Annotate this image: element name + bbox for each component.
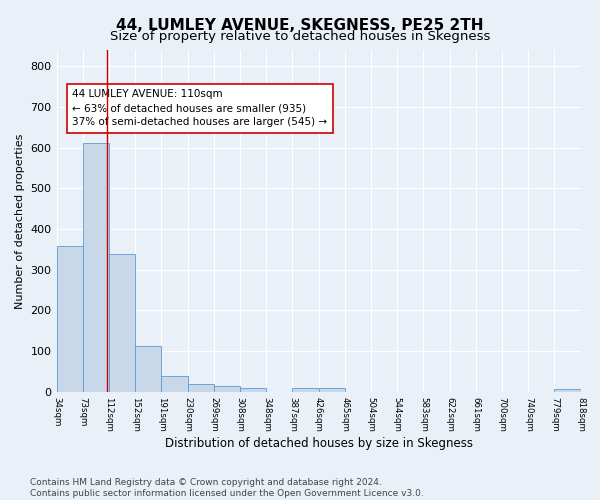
Bar (319, 388, 344, 392)
Bar (56, 246, 83, 392)
Bar (161, 376, 188, 392)
Y-axis label: Number of detached properties: Number of detached properties (15, 133, 25, 308)
Text: Size of property relative to detached houses in Skegness: Size of property relative to detached ho… (110, 30, 490, 43)
Text: 44 LUMLEY AVENUE: 110sqm
← 63% of detached houses are smaller (935)
37% of semi-: 44 LUMLEY AVENUE: 110sqm ← 63% of detach… (72, 90, 328, 128)
Bar (214, 386, 239, 392)
Bar (292, 388, 319, 392)
Text: Contains HM Land Registry data © Crown copyright and database right 2024.
Contai: Contains HM Land Registry data © Crown c… (30, 478, 424, 498)
Bar (83, 142, 109, 392)
Bar (188, 384, 214, 392)
Bar (136, 346, 161, 392)
Bar (554, 389, 581, 392)
Bar (239, 388, 266, 392)
X-axis label: Distribution of detached houses by size in Skegness: Distribution of detached houses by size … (164, 437, 473, 450)
Bar (109, 254, 136, 392)
Text: 44, LUMLEY AVENUE, SKEGNESS, PE25 2TH: 44, LUMLEY AVENUE, SKEGNESS, PE25 2TH (116, 18, 484, 32)
